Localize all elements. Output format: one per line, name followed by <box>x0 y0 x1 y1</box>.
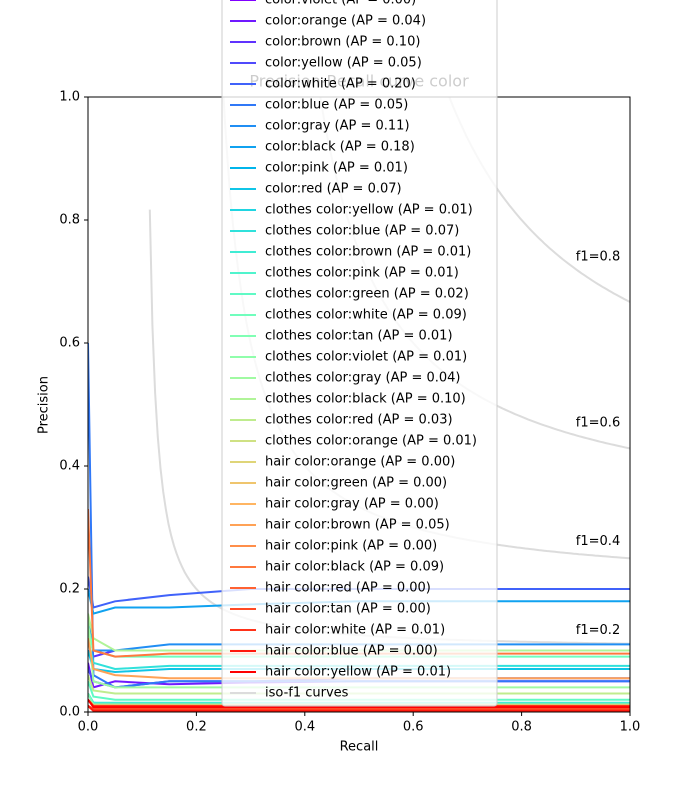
legend-label: hair color:brown (AP = 0.05) <box>265 518 450 533</box>
x-tick-label: 0.2 <box>186 720 207 735</box>
x-tick-label: 0.8 <box>511 720 532 735</box>
legend-label: hair color:orange (AP = 0.00) <box>265 455 455 470</box>
legend-label: clothes color:violet (AP = 0.01) <box>265 350 467 365</box>
y-tick-label: 0.6 <box>59 336 80 351</box>
legend-label: hair color:yellow (AP = 0.01) <box>265 665 451 680</box>
legend-label: clothes color:pink (AP = 0.01) <box>265 266 459 281</box>
iso-f1-label: f1=0.2 <box>576 623 620 638</box>
legend-label: color:red (AP = 0.07) <box>265 182 402 197</box>
legend-label: clothes color:green (AP = 0.02) <box>265 287 469 302</box>
legend-label: clothes color:blue (AP = 0.07) <box>265 224 459 239</box>
legend-label: hair color:pink (AP = 0.00) <box>265 539 437 554</box>
x-tick-label: 0.4 <box>294 720 315 735</box>
series-line <box>88 705 630 712</box>
legend-label: color:violet (AP = 0.00) <box>265 0 416 8</box>
iso-f1-label: f1=0.6 <box>576 415 620 430</box>
legend-label: hair color:tan (AP = 0.00) <box>265 602 431 617</box>
x-axis-label: Recall <box>340 740 379 755</box>
legend-label: clothes color:tan (AP = 0.01) <box>265 329 453 344</box>
x-tick-label: 0.6 <box>403 720 424 735</box>
y-tick-label: 0.0 <box>59 705 80 720</box>
legend-label: clothes color:white (AP = 0.09) <box>265 308 467 323</box>
legend-label: clothes color:yellow (AP = 0.01) <box>265 203 473 218</box>
legend-label: color:black (AP = 0.18) <box>265 140 415 155</box>
legend-label: clothes color:brown (AP = 0.01) <box>265 245 471 260</box>
x-tick-label: 1.0 <box>620 720 641 735</box>
iso-f1-label: f1=0.8 <box>576 249 620 264</box>
y-axis-label: Precision <box>37 376 52 434</box>
legend-label: color:pink (AP = 0.01) <box>265 161 408 176</box>
legend-label: iso-f1 curves <box>265 686 349 701</box>
legend-label: clothes color:black (AP = 0.10) <box>265 392 466 407</box>
iso-f1-label: f1=0.4 <box>576 534 620 549</box>
legend-label: hair color:red (AP = 0.00) <box>265 581 431 596</box>
legend-label: clothes color:gray (AP = 0.04) <box>265 371 460 386</box>
legend-label: color:orange (AP = 0.04) <box>265 14 426 29</box>
legend-label: hair color:white (AP = 0.01) <box>265 623 445 638</box>
y-tick-label: 0.8 <box>59 213 80 228</box>
series-line <box>88 705 630 711</box>
legend-label: color:gray (AP = 0.11) <box>265 119 410 134</box>
legend-label: hair color:gray (AP = 0.00) <box>265 497 439 512</box>
legend-label: clothes color:orange (AP = 0.01) <box>265 434 477 449</box>
legend-label: hair color:blue (AP = 0.00) <box>265 644 438 659</box>
legend-box <box>221 0 498 707</box>
legend-label: color:yellow (AP = 0.05) <box>265 56 422 71</box>
series-line <box>88 699 630 709</box>
legend-label: color:blue (AP = 0.05) <box>265 98 408 113</box>
y-tick-label: 0.4 <box>59 459 80 474</box>
legend-label: clothes color:red (AP = 0.03) <box>265 413 453 428</box>
legend-label: color:brown (AP = 0.10) <box>265 35 420 50</box>
legend-label: hair color:black (AP = 0.09) <box>265 560 444 575</box>
x-tick-label: 0.0 <box>78 720 99 735</box>
y-tick-label: 1.0 <box>59 90 80 105</box>
legend-label: color:white (AP = 0.20) <box>265 77 416 92</box>
y-tick-label: 0.2 <box>59 582 80 597</box>
legend-label: hair color:green (AP = 0.00) <box>265 476 447 491</box>
